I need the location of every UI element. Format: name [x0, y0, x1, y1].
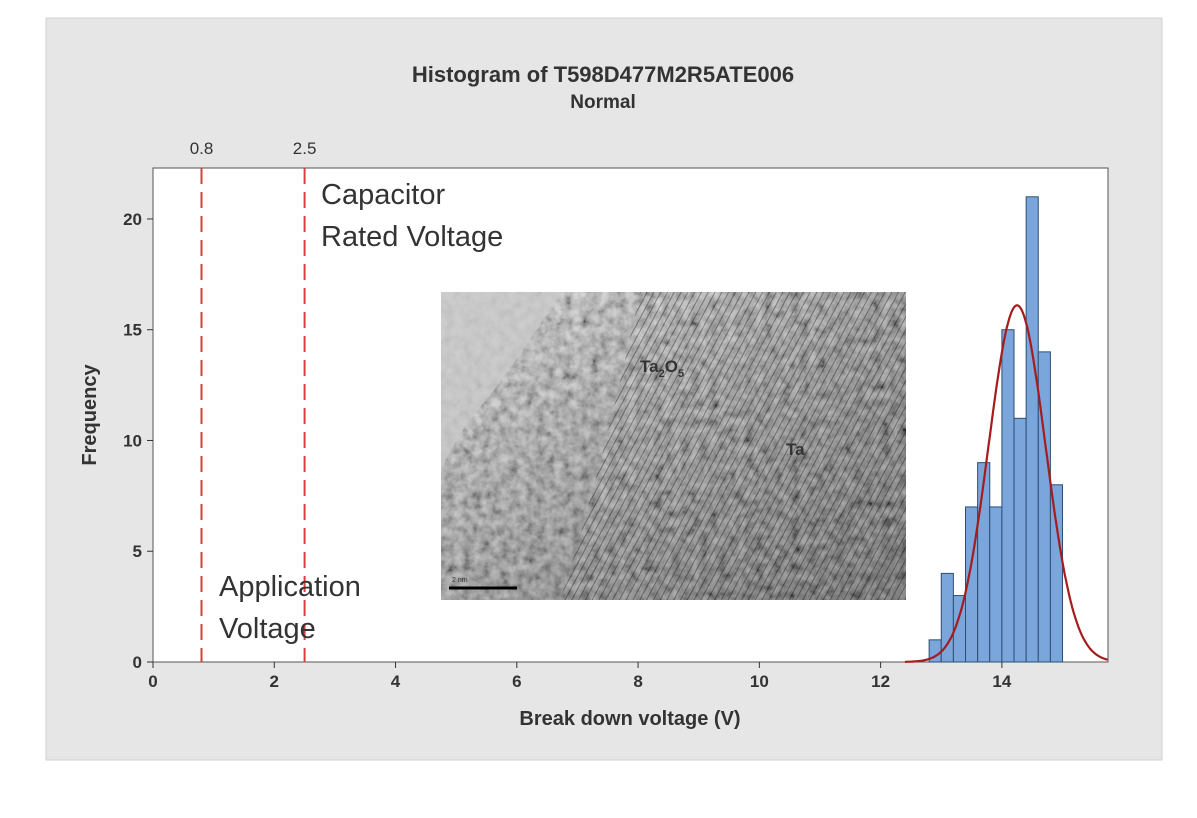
histogram-bar-5: [977, 462, 991, 663]
x-tick-label-0: 0: [148, 672, 157, 691]
annotation-capacitor-line1: Capacitor: [321, 179, 445, 211]
x-tick-label-5: 10: [750, 672, 769, 691]
annotation-application-line2: Voltage: [219, 613, 316, 645]
histogram-bar-7: [1001, 329, 1015, 663]
inset-label-ta: Ta: [786, 440, 805, 459]
reference-line-label-1: 0.8: [190, 139, 214, 158]
y-tick-label-3: 15: [123, 321, 142, 340]
chart-title: Histogram of T598D477M2R5ATE006: [412, 62, 794, 87]
x-tick-label-2: 4: [391, 672, 401, 691]
y-tick-label-4: 20: [123, 210, 142, 229]
y-axis-label: Frequency: [79, 364, 101, 466]
x-axis-label: Break down voltage (V): [519, 708, 740, 730]
annotation-application-line1: Application: [219, 571, 361, 603]
reference-line-label-2: 2.5: [293, 139, 317, 158]
inset-scale-label: 2 nm: [452, 577, 468, 584]
histogram-bar-9: [1025, 196, 1039, 663]
x-tick-label-7: 14: [992, 672, 1011, 691]
x-tick-label-1: 2: [270, 672, 279, 691]
normal-fit-curve: [904, 304, 1108, 663]
x-tick-label-4: 8: [633, 672, 642, 691]
x-tick-label-6: 12: [871, 672, 890, 691]
histogram-bar-6: [989, 506, 1003, 663]
histogram-bar-11: [1049, 484, 1064, 663]
histogram-bar-8: [1013, 417, 1027, 663]
chart-subtitle: Normal: [570, 92, 635, 113]
tem-inset-image: [441, 292, 906, 600]
y-tick-label-2: 10: [123, 431, 142, 450]
inset-label-ta2o5: Ta2O5: [640, 357, 684, 380]
y-tick-label-0: 0: [133, 653, 142, 672]
x-tick-label-3: 6: [512, 672, 521, 691]
annotation-capacitor-line2: Rated Voltage: [321, 221, 503, 253]
y-tick-label-1: 5: [133, 542, 142, 561]
